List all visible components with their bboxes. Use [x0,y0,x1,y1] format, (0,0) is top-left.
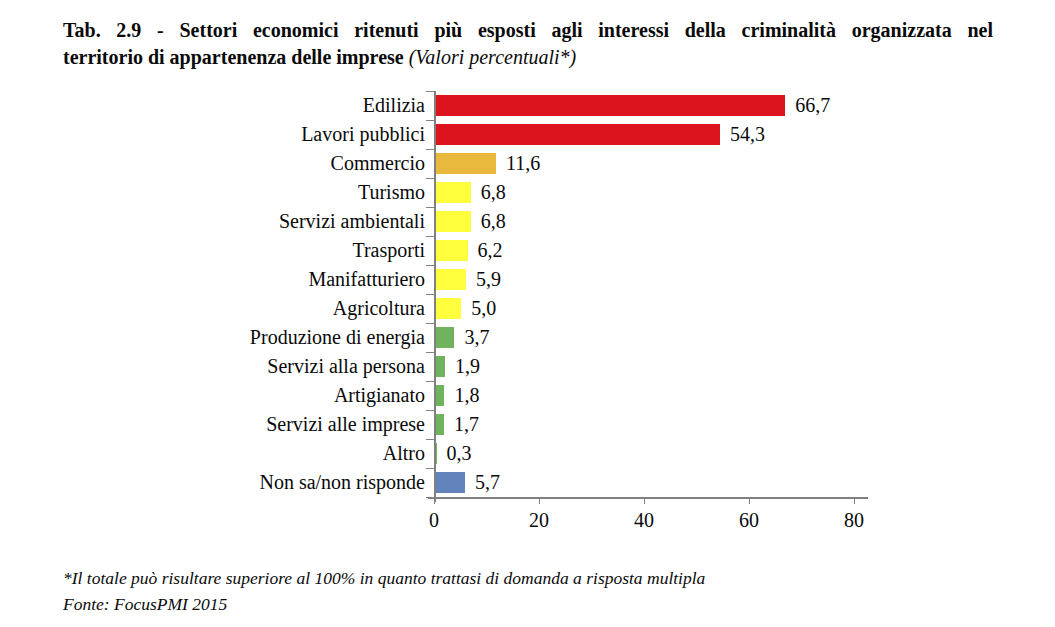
category-label: Servizi ambientali [63,207,425,236]
category-label: Edilizia [63,91,425,120]
y-tick [426,207,434,208]
bar-value: 6,2 [478,236,503,265]
category-label: Turismo [63,178,425,207]
bar [435,153,496,174]
bar [435,414,444,435]
bar-chart: Edilizia 66,7 Lavori pubblici 54,3 Commercio… [63,91,993,533]
category-label: Commercio [63,149,425,178]
category-label: Lavori pubblici [63,120,425,149]
category-label: Agricoltura [63,294,425,323]
category-label: Servizi alla persona [63,352,425,381]
category-label: Manifatturiero [63,265,425,294]
bar [435,298,461,319]
y-tick [426,265,434,266]
x-tick-label: 40 [622,509,666,532]
y-tick [426,178,434,179]
bar-value: 0,3 [447,439,472,468]
y-tick [426,323,434,324]
y-tick [426,236,434,237]
x-tick [434,497,435,504]
bar-value: 54,3 [730,120,765,149]
category-label: Non sa/non risponde [63,468,425,497]
bar-value: 66,7 [795,91,830,120]
y-tick [426,294,434,295]
x-tick-label: 60 [727,509,771,532]
x-axis [428,497,868,499]
y-tick [426,91,434,92]
bar-value: 1,9 [455,352,480,381]
table-caption-line1: Tab. 2.9 - Settori economici ritenuti pi… [63,17,993,44]
bar [435,95,785,116]
bar-value: 5,0 [471,294,496,323]
y-tick [426,381,434,382]
bar-value: 11,6 [506,149,540,178]
x-tick [749,497,750,504]
report-page: Tab. 2.9 - Settori economici ritenuti pi… [0,0,1055,617]
y-tick [426,439,434,440]
bar [435,240,468,261]
y-tick [426,352,434,353]
y-tick [426,149,434,150]
table-caption-line2: territorio di appartenenza delle imprese… [63,44,993,71]
bar [435,182,471,203]
bar [435,124,720,145]
category-label: Artigianato [63,381,425,410]
table-caption-units: (Valori percentuali*) [409,46,577,68]
bar [435,385,444,406]
y-axis [434,91,436,502]
category-label: Servizi alle imprese [63,410,425,439]
table-caption-line2-bold: territorio di appartenenza delle imprese [63,46,409,68]
bar-value: 6,8 [481,207,506,236]
bar-value: 6,8 [481,178,506,207]
bar-value: 3,7 [464,323,489,352]
x-tick [644,497,645,504]
x-tick [854,497,855,504]
bar [435,356,445,377]
bar [435,269,466,290]
footnote-source: Fonte: FocusPMI 2015 [63,591,1055,617]
y-tick [426,410,434,411]
bar [435,472,465,493]
bar [435,211,471,232]
bar [435,327,454,348]
table-caption: Tab. 2.9 - Settori economici ritenuti pi… [63,17,993,71]
bar-value: 1,8 [454,381,479,410]
category-label: Produzione di energia [63,323,425,352]
y-tick [426,120,434,121]
bar-value: 5,9 [476,265,501,294]
category-label: Altro [63,439,425,468]
category-label: Trasporti [63,236,425,265]
x-tick-label: 20 [517,509,561,532]
x-tick-label: 80 [832,509,876,532]
footnotes: *Il totale può risultare superiore al 10… [63,565,1055,617]
bar-value: 5,7 [475,468,500,497]
x-tick-label: 0 [412,509,456,532]
bar-value: 1,7 [454,410,479,439]
footnote-multiple-answer: *Il totale può risultare superiore al 10… [63,565,1055,591]
y-tick [426,468,434,469]
x-tick [539,497,540,504]
